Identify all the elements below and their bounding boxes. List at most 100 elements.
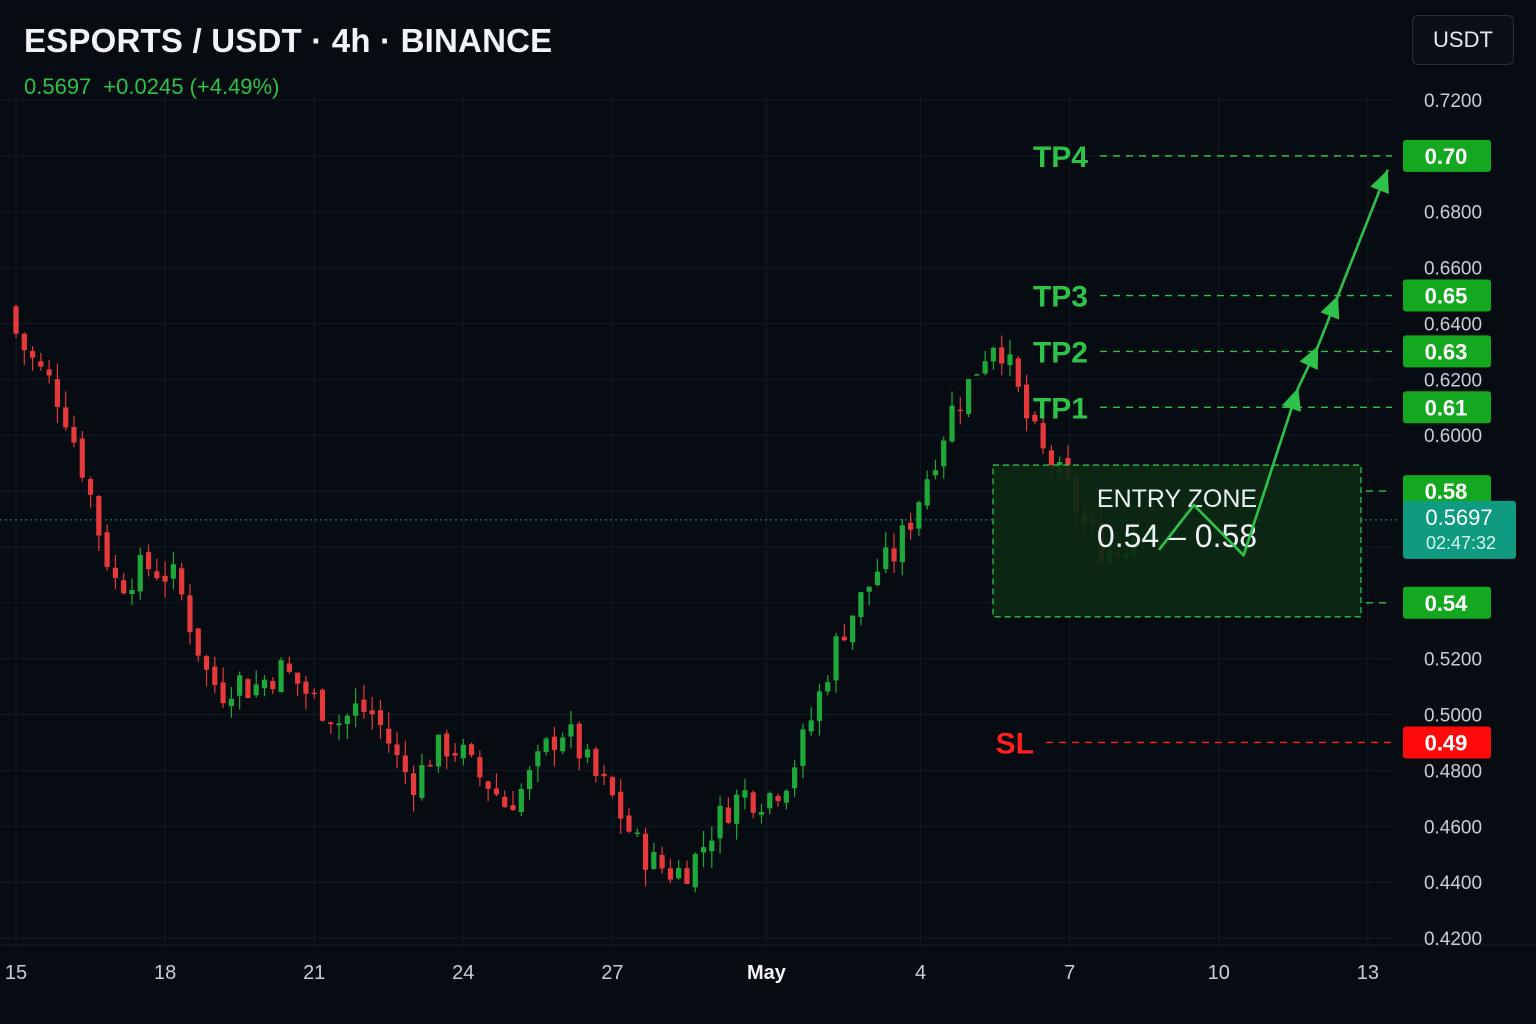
- candle-body: [634, 832, 640, 834]
- level-badge-text: 0.54: [1425, 591, 1469, 616]
- entry-zone-range: 0.54 – 0.58: [1097, 518, 1257, 554]
- candle-body: [104, 532, 110, 567]
- candle-body: [626, 815, 632, 832]
- candle-body: [974, 374, 980, 376]
- candles: [13, 304, 1154, 893]
- candle-body: [825, 682, 831, 692]
- candle-body: [245, 679, 251, 699]
- candle-body: [237, 675, 243, 696]
- candle-body: [709, 840, 715, 852]
- candle-body: [336, 723, 342, 726]
- candle-body: [924, 479, 930, 506]
- candle-body: [518, 789, 524, 813]
- candle-body: [659, 854, 665, 869]
- candle-body: [112, 567, 118, 578]
- y-tick-label: 0.6800: [1424, 203, 1482, 224]
- candle-body: [303, 681, 309, 694]
- level-badge-text: 0.49: [1425, 730, 1468, 755]
- projection-arrow: [1370, 169, 1389, 194]
- candle-body: [311, 692, 317, 695]
- candle-body: [651, 852, 657, 869]
- candle-body: [684, 868, 690, 884]
- y-tick-label: 0.6400: [1424, 314, 1482, 335]
- candle-body: [328, 722, 334, 725]
- candle-body: [402, 755, 408, 773]
- candle-body: [808, 720, 814, 732]
- candle-body: [800, 729, 806, 766]
- candle-body: [618, 791, 624, 819]
- candle-body: [858, 592, 864, 618]
- candle-body: [932, 470, 939, 476]
- level-badge: [1403, 475, 1491, 508]
- y-tick-label: 0.4800: [1424, 761, 1482, 782]
- x-tick-label: 7: [1064, 962, 1075, 984]
- candle-body: [601, 773, 607, 777]
- currency-button[interactable]: USDT: [1412, 15, 1514, 65]
- candle-body: [195, 628, 201, 656]
- candle-body: [87, 479, 94, 495]
- candle-body: [1048, 450, 1055, 469]
- y-tick-label: 0.5200: [1424, 650, 1482, 671]
- candle-body: [833, 636, 839, 681]
- candle-body: [576, 723, 582, 759]
- candle-body: [419, 765, 425, 798]
- candle-body: [137, 554, 143, 592]
- candle-body: [63, 407, 69, 428]
- level-badge-text: 0.58: [1425, 479, 1468, 504]
- x-tick-label: 15: [5, 962, 27, 984]
- candle-body: [999, 347, 1005, 364]
- candle-body: [13, 306, 19, 334]
- projection-path: [1158, 169, 1389, 557]
- candle-body: [228, 698, 234, 707]
- candle-body: [957, 409, 963, 412]
- candle-body: [187, 595, 193, 633]
- candle-body: [850, 615, 856, 643]
- candle-body: [502, 796, 508, 808]
- candle-body: [353, 703, 359, 716]
- candle-body: [411, 773, 417, 796]
- candle-body: [510, 805, 516, 811]
- y-tick-label: 0.4200: [1424, 929, 1482, 950]
- last-price: 0.5697: [24, 74, 92, 99]
- candle-body: [593, 748, 599, 776]
- candle-body: [767, 793, 773, 809]
- current-price-label: 0.5697: [1425, 505, 1492, 530]
- x-tick-label: 4: [915, 962, 926, 984]
- level-label-tp1: TP1: [1033, 392, 1088, 425]
- level-label-sl: SL: [996, 727, 1034, 760]
- candle-body: [1023, 384, 1030, 419]
- candle-body: [949, 405, 955, 442]
- candle-body: [899, 525, 905, 563]
- candle-body: [700, 847, 707, 853]
- candle-body: [990, 347, 997, 362]
- level-badge: [1403, 586, 1491, 619]
- candle-body: [477, 757, 483, 778]
- level-badge: [1403, 391, 1491, 424]
- candle-body: [162, 575, 168, 582]
- candle-body: [29, 350, 36, 358]
- candle-body: [667, 868, 673, 880]
- price-change: +0.0245 (+4.49%): [103, 74, 280, 99]
- x-tick-label: 21: [303, 962, 325, 984]
- candle-body: [38, 361, 44, 367]
- candle-body: [344, 715, 350, 725]
- x-tick-label: May: [747, 962, 787, 984]
- level-label-tp2: TP2: [1033, 336, 1088, 369]
- level-label-tp4: TP4: [1033, 141, 1088, 174]
- candle-body: [435, 734, 442, 767]
- candle-body: [568, 724, 574, 737]
- candle-body: [982, 361, 988, 374]
- candle-body: [783, 790, 789, 803]
- candle-body: [427, 764, 433, 767]
- y-tick-label: 0.4600: [1424, 817, 1482, 838]
- candle-body: [170, 564, 176, 579]
- candle-body: [526, 770, 533, 790]
- candle-body: [758, 811, 765, 815]
- level-badge: [1403, 726, 1491, 759]
- candle-body: [121, 580, 127, 594]
- candle-body: [775, 796, 781, 802]
- candle-body: [866, 586, 872, 592]
- chart-title: ESPORTS / USDT · 4h · BINANCE: [24, 22, 553, 59]
- level-badge-text: 0.65: [1425, 284, 1468, 309]
